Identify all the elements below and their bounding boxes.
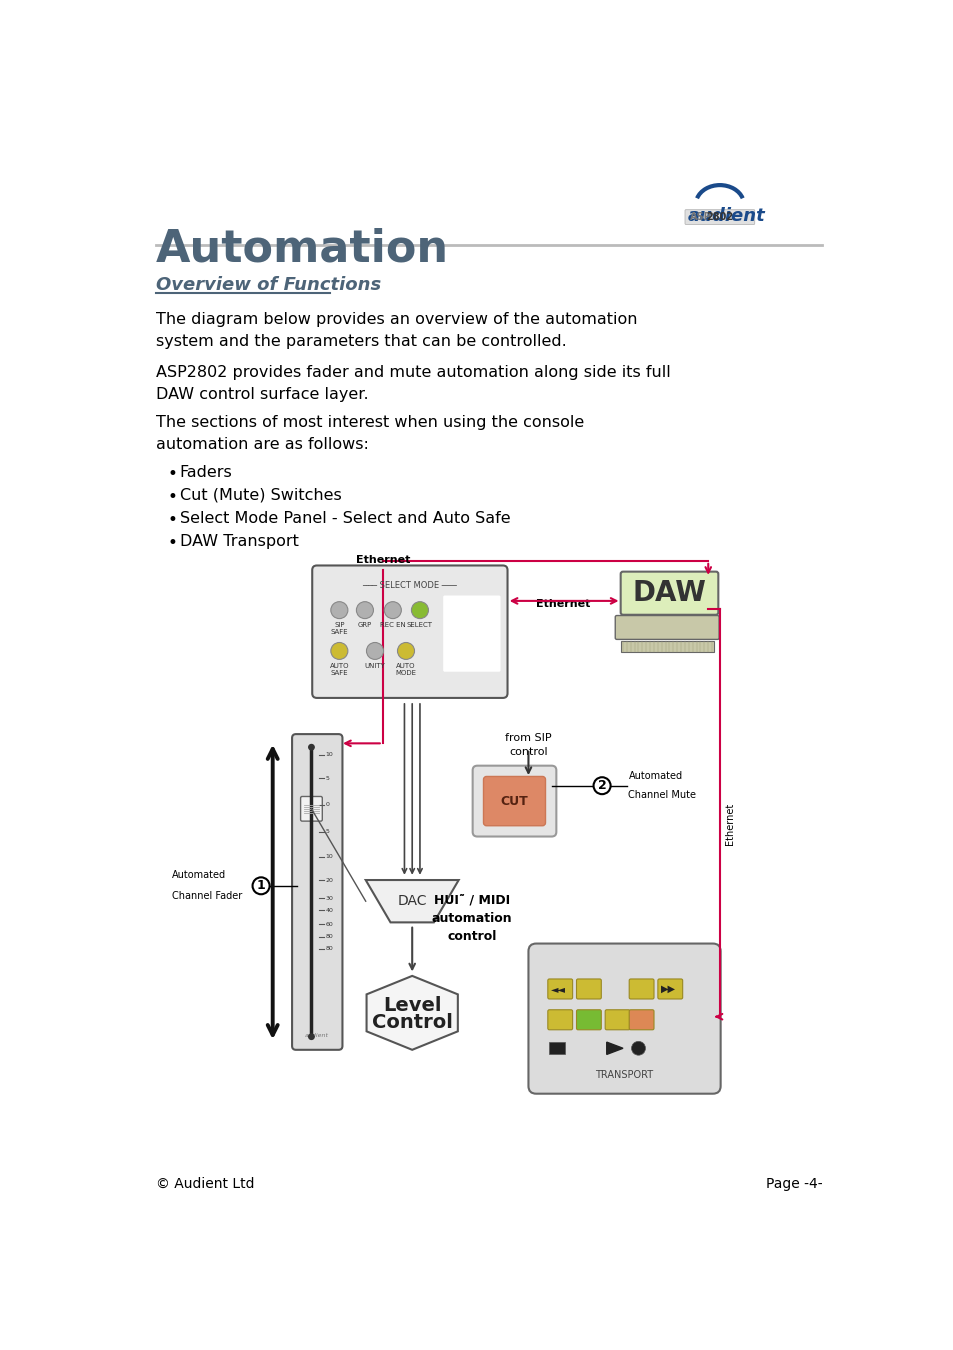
Circle shape [309,1034,314,1040]
Text: 1: 1 [256,879,265,892]
Circle shape [331,602,348,618]
Circle shape [366,643,383,659]
Text: 5: 5 [325,775,329,780]
Text: ◄◄: ◄◄ [550,984,565,994]
FancyBboxPatch shape [658,979,682,999]
Text: © Audient Ltd: © Audient Ltd [155,1177,253,1191]
Circle shape [384,602,401,618]
Text: DAW: DAW [632,579,706,608]
FancyBboxPatch shape [547,979,572,999]
Text: ASP2802 provides fader and mute automation along side its full
DAW control surfa: ASP2802 provides fader and mute automati… [155,364,670,402]
Text: Channel Mute: Channel Mute [628,790,696,801]
Circle shape [593,778,610,794]
FancyBboxPatch shape [604,1010,629,1030]
Text: Ethernet: Ethernet [536,598,590,609]
Text: TRANSPORT: TRANSPORT [595,1071,653,1080]
Text: SIP
SAFE: SIP SAFE [330,622,348,636]
Text: •: • [167,464,177,482]
Text: Cut (Mute) Switches: Cut (Mute) Switches [179,487,341,502]
Text: Automated: Automated [628,771,681,782]
FancyBboxPatch shape [292,734,342,1050]
Text: 80: 80 [325,946,333,952]
Bar [549,1042,564,1054]
FancyBboxPatch shape [472,765,556,837]
Text: 10: 10 [325,752,333,757]
Text: AUTO
SAFE: AUTO SAFE [329,663,349,676]
Text: 10: 10 [325,855,333,859]
Text: ▶▶: ▶▶ [660,984,676,994]
Text: Ethernet: Ethernet [724,803,735,845]
Text: DAW Transport: DAW Transport [179,533,298,549]
FancyBboxPatch shape [620,571,718,614]
Text: ─── SELECT MODE ───: ─── SELECT MODE ─── [362,580,456,590]
Text: from SIP
control: from SIP control [504,733,551,756]
Text: 2: 2 [598,779,606,792]
Text: Ethernet: Ethernet [355,555,410,564]
Polygon shape [366,976,457,1050]
Polygon shape [606,1042,622,1054]
Text: Level: Level [382,996,441,1015]
Circle shape [331,643,348,659]
Text: Automated: Automated [172,871,226,880]
Text: The sections of most interest when using the console
automation are as follows:: The sections of most interest when using… [155,414,583,452]
FancyBboxPatch shape [547,1010,572,1030]
FancyBboxPatch shape [528,944,720,1094]
Bar [620,641,713,652]
Text: 30: 30 [325,895,333,900]
Text: CUT: CUT [500,795,528,807]
FancyBboxPatch shape [629,1010,654,1030]
Text: 20: 20 [325,878,333,883]
FancyBboxPatch shape [312,566,507,698]
Circle shape [411,602,428,618]
Text: •: • [167,487,177,506]
Text: Control: Control [372,1014,452,1033]
FancyBboxPatch shape [684,209,754,224]
Circle shape [397,643,415,659]
Text: audient: audient [305,1033,329,1038]
Text: The diagram below provides an overview of the automation
system and the paramete: The diagram below provides an overview o… [155,312,637,350]
Text: Channel Fader: Channel Fader [172,891,242,902]
Text: 0: 0 [325,802,329,807]
FancyBboxPatch shape [300,796,322,821]
Text: 5: 5 [325,829,329,834]
Text: Page -4-: Page -4- [764,1177,821,1191]
Text: Overview of Functions: Overview of Functions [155,275,380,294]
Text: SELECT: SELECT [407,622,433,629]
FancyBboxPatch shape [576,979,600,999]
Text: •: • [167,510,177,529]
Circle shape [356,602,373,618]
Text: Automation: Automation [155,227,448,270]
Text: 40: 40 [325,909,333,913]
Text: 80: 80 [325,934,333,940]
Polygon shape [365,880,458,922]
Text: audient: audient [686,208,764,225]
Text: REC EN: REC EN [379,622,405,629]
Circle shape [309,744,314,749]
FancyBboxPatch shape [629,979,654,999]
Text: Faders: Faders [179,464,233,479]
Text: 60: 60 [325,922,333,927]
FancyBboxPatch shape [483,776,545,826]
Text: AUTO
MODE: AUTO MODE [395,663,416,676]
Text: Select Mode Panel - Select and Auto Safe: Select Mode Panel - Select and Auto Safe [179,510,510,525]
Text: GRP: GRP [357,622,372,629]
FancyBboxPatch shape [576,1010,600,1030]
Text: ASP: ASP [690,212,712,221]
Text: DAC: DAC [397,894,427,909]
FancyBboxPatch shape [615,616,719,640]
Circle shape [253,878,270,894]
Text: 2802: 2802 [706,212,733,221]
FancyBboxPatch shape [443,595,500,672]
Text: HUI˜ / MIDI
automation
control: HUI˜ / MIDI automation control [431,894,512,942]
Circle shape [631,1041,645,1056]
Text: •: • [167,533,177,552]
Text: UNITY: UNITY [364,663,385,670]
